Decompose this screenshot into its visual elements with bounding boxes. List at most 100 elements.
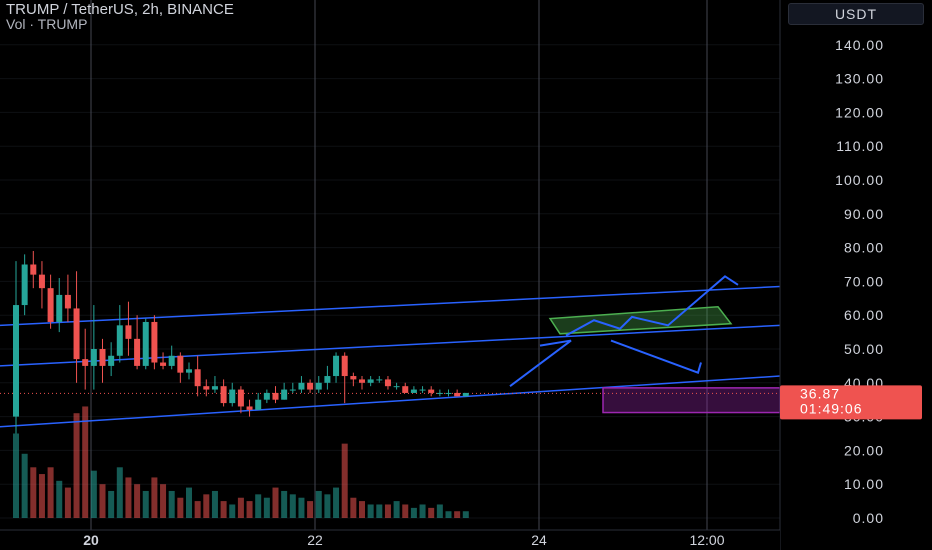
candle-body (454, 392, 461, 397)
volume-bar (160, 484, 167, 518)
volume-bar (393, 501, 400, 518)
price-tick-label: 130.00 (835, 71, 884, 87)
candle-body (333, 355, 340, 377)
volume-bar (246, 501, 253, 518)
candle-body (272, 392, 279, 400)
time-tick-label: 24 (531, 532, 547, 548)
candle-body (56, 294, 63, 322)
volume-bar (82, 406, 89, 518)
volume-bar (177, 497, 184, 518)
price-tick-label: 140.00 (835, 37, 884, 53)
price-tick-label: 100.00 (835, 172, 884, 188)
volume-bar (90, 470, 97, 518)
candle-body (289, 389, 296, 391)
volume-bar (402, 504, 409, 518)
volume-bar (142, 490, 149, 518)
time-tick-label: 12:00 (689, 532, 724, 548)
volume-bar (194, 501, 201, 518)
candle-body (21, 264, 28, 306)
trendlines[interactable] (0, 285, 781, 428)
candle-body (82, 359, 89, 366)
volume-bar (367, 504, 374, 518)
candle-body (419, 389, 426, 391)
candle-body (38, 274, 45, 289)
price-tick-label: 10.00 (844, 476, 884, 492)
candle-body (30, 264, 37, 275)
candle-body (160, 362, 167, 366)
volume-bar (220, 501, 227, 518)
time-axis[interactable]: 20 22 24 12:00 (0, 529, 780, 550)
price-axis[interactable]: 140.00 130.00 120.00 110.00 100.00 90.00 80.00… (779, 0, 932, 550)
price-tick-label: 120.00 (835, 104, 884, 120)
volume-bar (73, 413, 80, 518)
candle-body (315, 382, 322, 390)
price-axis-background (780, 0, 932, 550)
candle-body (73, 308, 80, 360)
volume-bar (272, 487, 279, 518)
volume-bar (229, 504, 236, 518)
volume-bar (436, 504, 443, 518)
candle-body (462, 392, 469, 397)
trendline (0, 285, 781, 327)
volume-bar (30, 467, 37, 518)
candle-body (246, 406, 253, 410)
up-arrow (509, 339, 572, 387)
volume-bar (428, 507, 435, 518)
price-tag-countdown: 01:49:06 (800, 400, 863, 416)
candle-body (125, 325, 132, 339)
candle-body (134, 338, 141, 366)
candle-body (220, 386, 227, 404)
volume-bar (410, 507, 417, 518)
candle-body (402, 386, 409, 393)
candle-body (359, 379, 365, 383)
candle-body (177, 355, 184, 373)
chart-grid (0, 44, 780, 519)
volume-bar (99, 484, 106, 518)
candle-body (350, 376, 357, 380)
candle-body (428, 389, 435, 393)
volume-bar (462, 511, 469, 518)
candle-body (186, 369, 192, 373)
candle-body (229, 389, 236, 404)
candle-body (168, 355, 175, 366)
volume-bar (56, 480, 63, 518)
down-arrow (610, 339, 702, 374)
candle-body (142, 321, 149, 366)
projection-path (565, 275, 739, 337)
candle-body (194, 369, 201, 387)
volume-bar (255, 494, 262, 518)
time-tick-label: 22 (307, 532, 323, 548)
projection-rectangle (548, 305, 733, 335)
candle-body (281, 389, 288, 400)
candle-body (116, 325, 123, 356)
candle-body (436, 392, 443, 394)
candle-body (341, 355, 348, 377)
volume-bar (134, 484, 141, 518)
time-separators (90, 0, 708, 530)
currency-button[interactable]: USDT (788, 3, 924, 25)
volume-bar (38, 474, 45, 518)
price-tick-label: 60.00 (844, 307, 884, 323)
volume-bar (298, 497, 305, 518)
candle-body (13, 305, 19, 417)
target-box (602, 387, 781, 414)
candle-body (47, 288, 54, 322)
volume-bar (281, 490, 288, 518)
price-tick-label: 70.00 (844, 273, 884, 289)
candle-body (90, 349, 97, 366)
candle-body (203, 386, 210, 390)
candle-body (307, 382, 314, 390)
candle-body (263, 392, 270, 400)
volume-bar (108, 490, 115, 518)
volume-bars (13, 406, 469, 518)
candle-body (298, 382, 305, 390)
volume-bar (289, 494, 296, 518)
volume-bar (203, 494, 210, 518)
volume-bar (341, 443, 348, 518)
candle-body (255, 399, 262, 410)
candle-body (64, 294, 71, 309)
volume-bar (151, 477, 158, 518)
candle-body (445, 392, 452, 394)
